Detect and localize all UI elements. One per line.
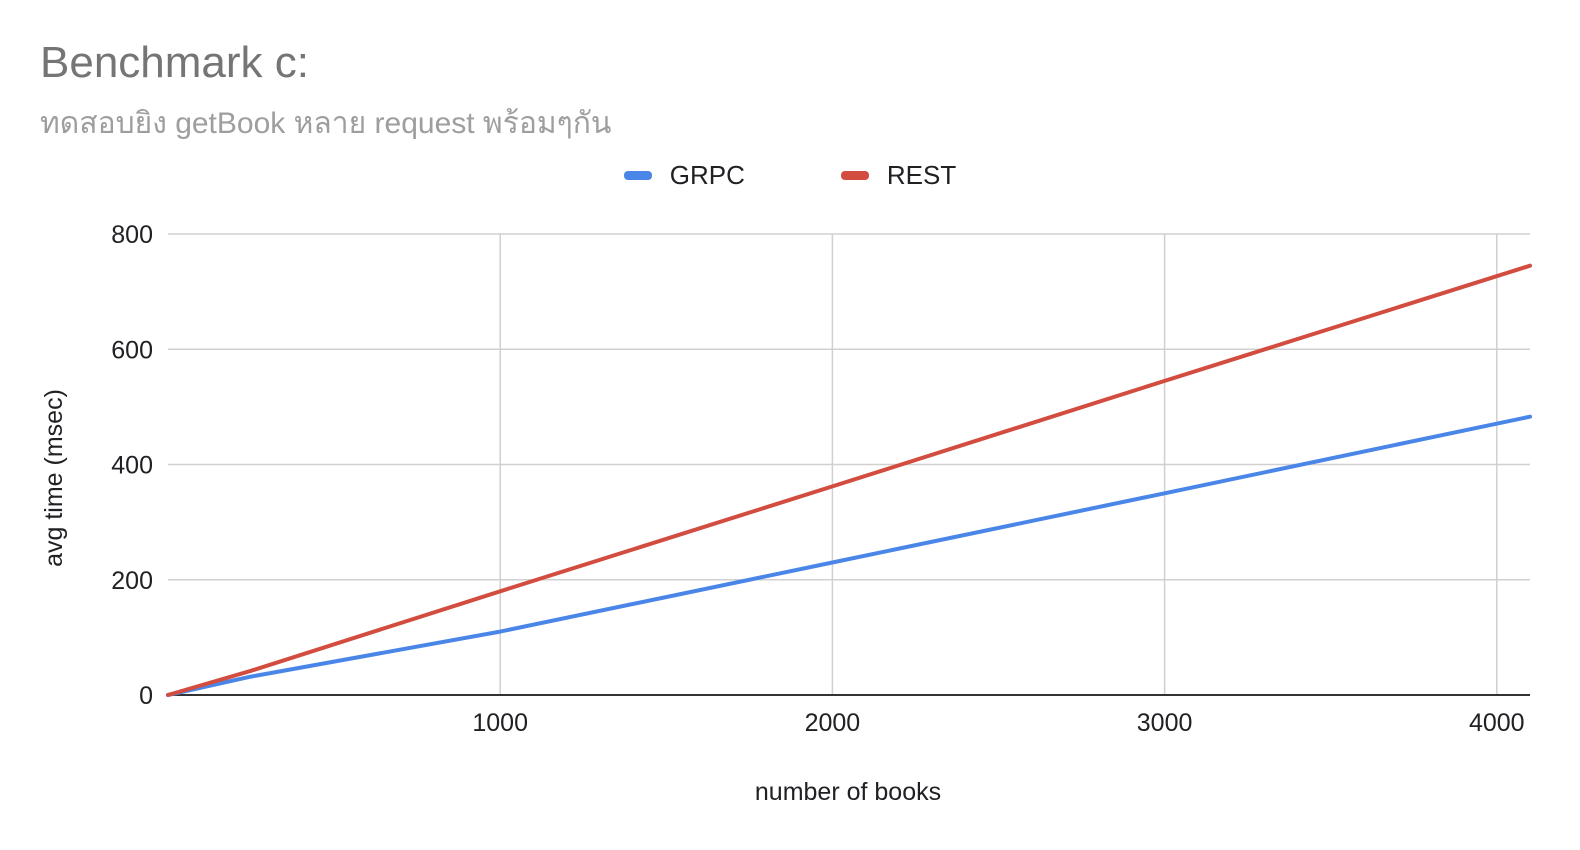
x-tick-label: 3000 xyxy=(1137,709,1193,737)
chart-title: Benchmark c: xyxy=(40,38,309,87)
legend-label-grpc: GRPC xyxy=(669,160,745,190)
y-tick-label: 600 xyxy=(111,336,153,364)
tick-labels: 0 200 400 600 800 1000 2000 3000 4000 xyxy=(111,221,1524,737)
legend-swatch-grpc xyxy=(623,171,652,180)
y-axis-title: avg time (msec) xyxy=(40,389,68,567)
x-tick-label: 2000 xyxy=(805,709,861,737)
gridlines xyxy=(168,233,1530,695)
y-tick-label: 400 xyxy=(111,452,153,480)
x-axis-title: number of books xyxy=(755,778,941,806)
series-line-rest xyxy=(166,263,1532,697)
x-tick-label: 1000 xyxy=(472,709,528,737)
legend-label-rest: REST xyxy=(886,160,957,190)
legend-item-rest: REST xyxy=(840,160,957,191)
y-tick-label: 0 xyxy=(139,682,153,710)
y-tick-label: 200 xyxy=(111,567,153,595)
y-tick-label: 800 xyxy=(111,221,153,249)
legend: GRPC REST xyxy=(0,160,1580,191)
x-tick-label: 4000 xyxy=(1469,709,1525,737)
legend-swatch-rest xyxy=(840,171,869,180)
legend-item-grpc: GRPC xyxy=(623,160,745,191)
series-lines xyxy=(166,263,1532,697)
chart-subtitle: ทดสอบยิง getBook หลาย request พร้อมๆกัน xyxy=(40,107,612,140)
series-line-grpc xyxy=(166,414,1532,697)
